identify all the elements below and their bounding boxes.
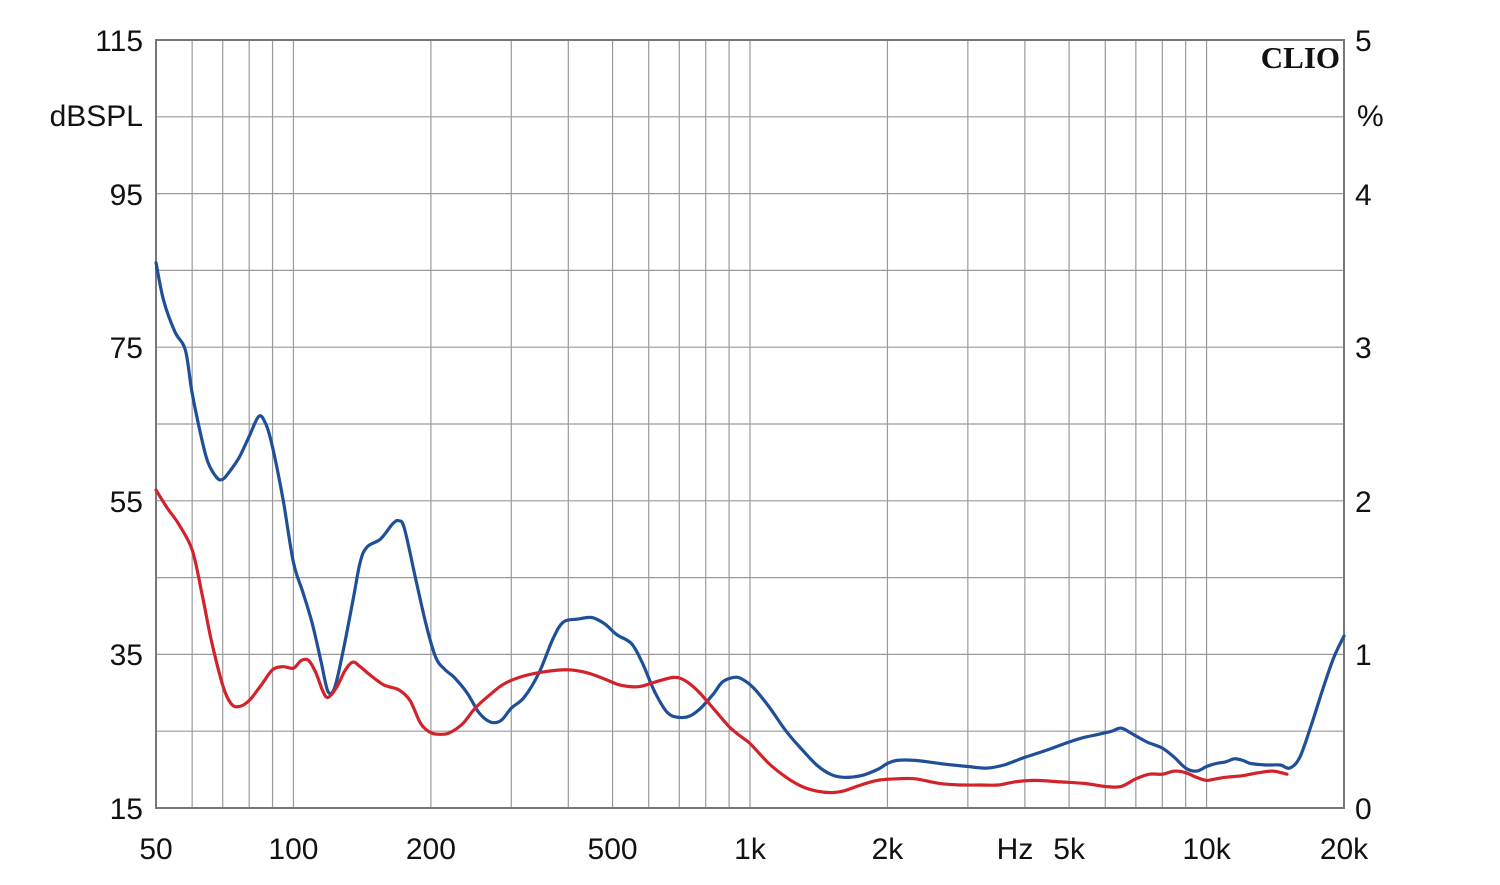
right-tick-label: 2 [1355,486,1372,519]
x-tick-label: 100 [268,833,318,866]
right-axis-unit: % [1357,100,1384,133]
left-tick-label: 15 [110,793,143,826]
left-tick-label: 75 [110,332,143,365]
x-tick-label: 1k [734,833,767,866]
left-tick-label: 55 [110,486,143,519]
right-tick-label: 3 [1355,332,1372,365]
left-tick-label: 95 [110,179,143,212]
grid-lines [156,40,1344,808]
x-axis-ticks: 50 100 200 500 1k 2k 5k 10k 20k [139,833,1369,866]
series-line-1 [154,261,1346,779]
series-line-2 [154,488,1289,795]
right-tick-label: 1 [1355,639,1372,672]
brand-label: CLIO [1261,40,1340,75]
right-axis-ticks: 5 4 3 2 1 0 [1355,25,1372,826]
x-tick-label: 50 [139,833,172,866]
left-tick-label: 35 [110,639,143,672]
series-group [154,261,1346,795]
left-axis-ticks: 115 95 75 55 35 15 [95,25,143,826]
right-tick-label: 5 [1355,25,1372,58]
x-tick-label: 10k [1182,833,1231,866]
x-tick-label: 200 [406,833,456,866]
x-axis-unit: Hz [997,833,1034,866]
right-tick-label: 0 [1355,793,1372,826]
left-tick-label: 115 [95,25,143,58]
right-tick-label: 4 [1355,179,1372,212]
left-axis-unit: dBSPL [50,100,143,133]
x-tick-label: 5k [1053,833,1086,866]
x-tick-label: 2k [872,833,905,866]
plot-frame [155,39,1345,809]
x-tick-label: 500 [588,833,638,866]
x-tick-label: 20k [1320,833,1369,866]
